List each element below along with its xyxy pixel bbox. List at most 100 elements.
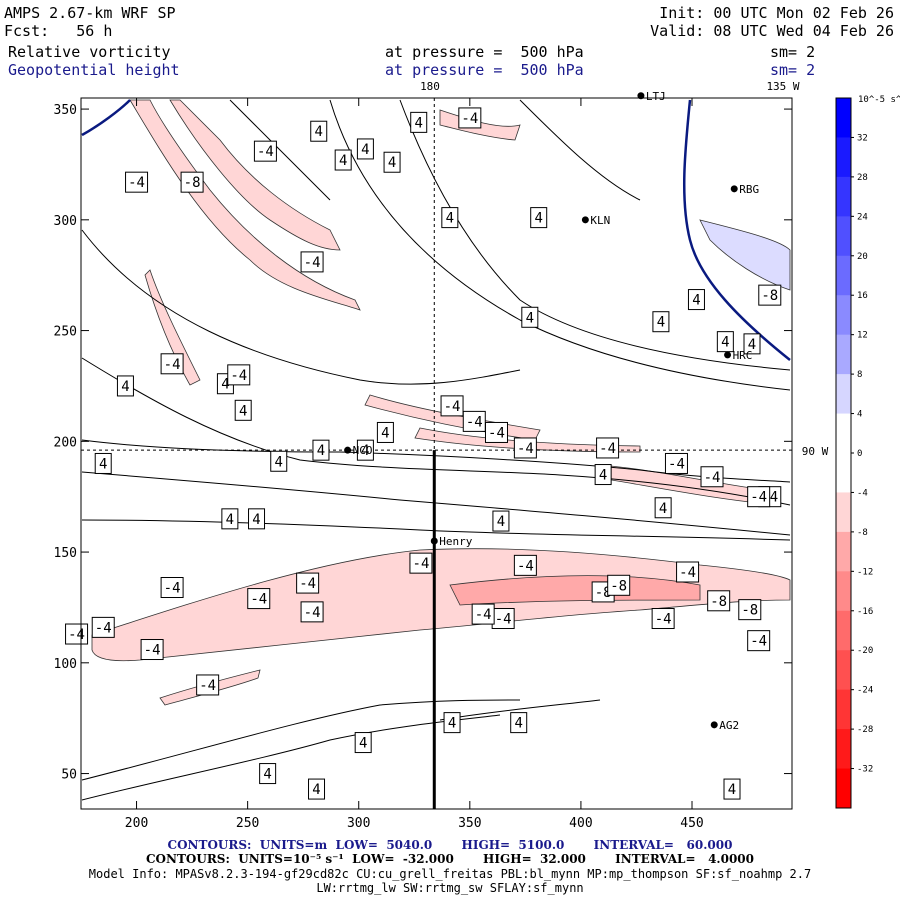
model-title: AMPS 2.67-km WRF SP [4, 4, 176, 22]
contour-label: -8 [610, 578, 627, 594]
contour-label-box [707, 590, 731, 612]
y-tick-label: 200 [54, 435, 77, 450]
contour-label: 4 [226, 512, 234, 528]
contour-label: -4 [444, 399, 461, 415]
colorbar-tick-label: 20 [857, 252, 868, 262]
station-label: KLN [590, 214, 610, 227]
contour-label: -4 [299, 576, 316, 592]
contour-label: 4 [692, 293, 700, 309]
contour-label-box [716, 331, 734, 353]
colorbar-tick-label: 0 [857, 449, 862, 459]
contour-label-box [356, 138, 374, 160]
contour-label-box [700, 466, 724, 488]
lon-label-180: 180 [420, 80, 440, 93]
plot-border [80, 97, 793, 810]
colorbar-swatch [836, 492, 851, 533]
contour-label-box [747, 630, 771, 652]
contour-label: -4 [750, 490, 767, 506]
contour-label: -4 [230, 368, 247, 384]
colorbar-tick-label: -32 [857, 765, 873, 775]
contour-label: 4 [448, 716, 456, 732]
contour-label: 4 [599, 468, 607, 484]
contour-label-box [125, 171, 149, 193]
contour-label-box [253, 140, 277, 162]
contour-label-box [651, 608, 675, 630]
contour-label-box [441, 207, 459, 229]
contour-label-box [687, 289, 705, 311]
contour-label-box [747, 486, 771, 508]
contour-label-box [356, 439, 374, 461]
contour-label-box [492, 510, 510, 532]
contour-label-box [738, 599, 762, 621]
contour-label-box [354, 732, 372, 754]
contour-label-box [308, 778, 326, 800]
geo-labels: 180 135 W 90 W [420, 80, 829, 458]
contour-label: -4 [517, 558, 534, 574]
contour-label: -4 [95, 620, 112, 636]
contour-label-box [234, 399, 252, 421]
contour-label: 4 [381, 425, 389, 441]
contour-label-box [440, 395, 464, 417]
station-label: Henry [439, 535, 472, 548]
contour-label-box [221, 508, 239, 530]
contour-label: -4 [599, 441, 616, 457]
colorbar-tick-label: -24 [857, 686, 873, 696]
contour-label-box [94, 452, 112, 474]
field2-level: at pressure = 500 hPa [385, 61, 584, 79]
contour-label-box [180, 171, 204, 193]
contour-label: 4 [415, 115, 423, 131]
contour-label-box [140, 639, 164, 661]
contour-label-box [334, 149, 352, 171]
contour-label: 4 [252, 512, 260, 528]
x-tick-label: 200 [125, 816, 148, 831]
colorbar-unit: 10^-5 s^-1 [858, 95, 900, 105]
station-dot [710, 721, 718, 729]
lon-label-135w: 135 W [766, 80, 799, 93]
contour-label: 4 [275, 454, 283, 470]
contour-label-box [676, 561, 700, 583]
colorbar-swatch [836, 176, 851, 217]
colorbar-tick-label: 28 [857, 173, 868, 183]
contour-label: -8 [184, 175, 201, 191]
contour-label-box [259, 763, 277, 785]
contour-label: -4 [750, 634, 767, 650]
colorbar-swatch [836, 98, 851, 138]
colorbar-tick-label: -4 [857, 488, 868, 498]
field2-smooth: sm= 2 [770, 61, 816, 79]
contour-label-box [652, 311, 670, 333]
contour-label: 4 [315, 124, 323, 140]
contour-label-box [409, 552, 433, 574]
contour-label: -4 [495, 612, 512, 628]
x-axis-ticks: 200 250 300 350 400 450 [125, 98, 704, 831]
colorbar-swatch [836, 255, 851, 296]
colorbar-tick-label: 4 [857, 410, 862, 420]
contour-label: 4 [121, 379, 129, 395]
colorbar-swatch [836, 413, 851, 454]
contour-label-box [513, 437, 537, 459]
contour-label: -4 [257, 144, 274, 160]
contour-label-box [160, 353, 184, 375]
field1-level: at pressure = 500 hPa [385, 43, 584, 61]
colorbar-swatch [836, 374, 851, 415]
plot-frame [80, 97, 793, 810]
contour-label: -4 [164, 357, 181, 373]
contour-label-box [248, 508, 266, 530]
contour-label: -4 [199, 678, 216, 694]
colorbar-swatch [836, 689, 851, 730]
station-dot [430, 537, 438, 545]
contour-label: 4 [657, 315, 665, 331]
contour-label-box [723, 778, 741, 800]
contour-label-box [664, 452, 688, 474]
colorbar-tick-label: 12 [857, 331, 868, 341]
contour-label: 4 [339, 153, 347, 169]
colorbar-swatch [836, 571, 851, 612]
contour-label: -8 [741, 603, 758, 619]
colorbar-swatch [836, 610, 851, 651]
contour-label-box [160, 577, 184, 599]
y-tick-label: 250 [54, 325, 77, 340]
colorbar-swatch [836, 295, 851, 336]
contour-label: 4 [721, 335, 729, 351]
colorbar-tick-label: -8 [857, 528, 868, 538]
station-label: LTJ [646, 90, 666, 103]
contour-label: 4 [728, 782, 736, 798]
